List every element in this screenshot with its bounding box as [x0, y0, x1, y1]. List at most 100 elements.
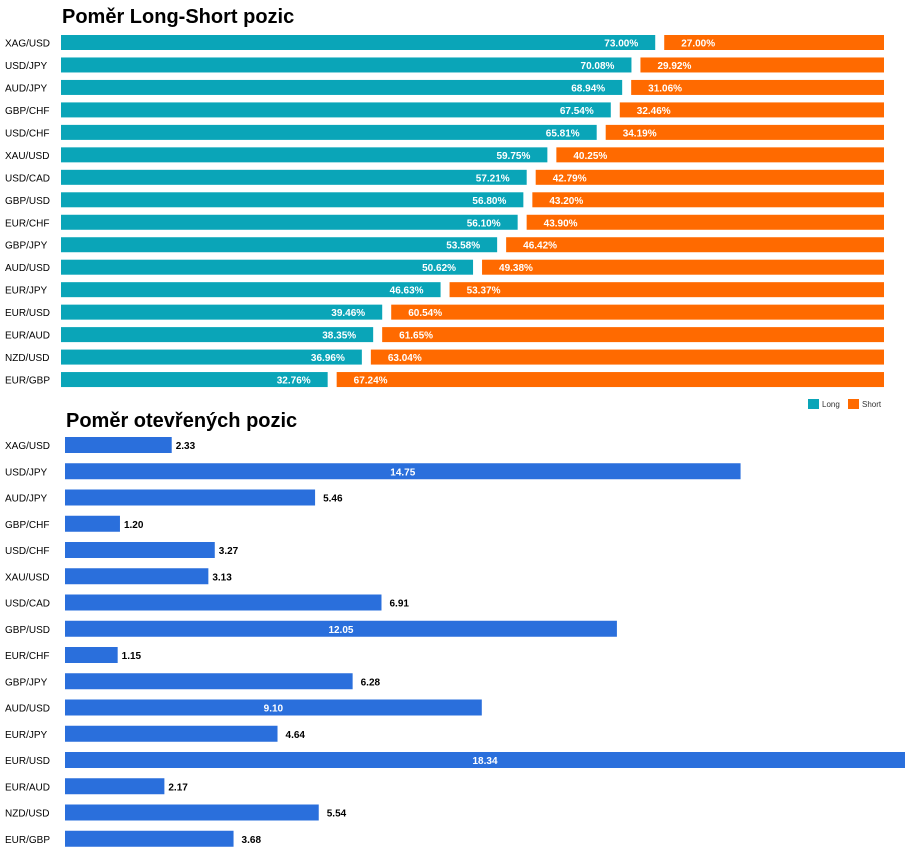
- category-label: XAU/USD: [5, 572, 49, 583]
- long-bar: [61, 304, 383, 320]
- category-label: USD/CAD: [5, 173, 50, 184]
- category-label: XAU/USD: [5, 151, 49, 162]
- open-position-bar: [65, 568, 209, 585]
- value-label: 12.05: [328, 625, 353, 636]
- long-value-label: 32.76%: [277, 376, 311, 387]
- category-label: AUD/USD: [5, 704, 50, 715]
- short-bar: [482, 259, 884, 275]
- long-value-label: 38.35%: [322, 331, 356, 342]
- short-bar: [336, 372, 885, 388]
- long-value-label: 53.58%: [446, 241, 480, 252]
- open-position-bar: [65, 778, 165, 795]
- value-label: 3.13: [212, 572, 232, 583]
- category-label: GBP/JPY: [5, 241, 48, 252]
- long-bar: [61, 169, 527, 185]
- long-value-label: 56.80%: [472, 196, 506, 207]
- open-position-bar: [65, 830, 234, 847]
- short-bar: [619, 102, 884, 118]
- category-label: EUR/AUD: [5, 782, 50, 793]
- value-label: 3.68: [242, 835, 262, 846]
- short-value-label: 53.37%: [467, 286, 501, 297]
- long-value-label: 39.46%: [331, 308, 365, 319]
- short-value-label: 67.24%: [354, 376, 388, 387]
- long-bar: [61, 327, 374, 343]
- open-position-bar: [65, 515, 120, 532]
- open-position-bar: [65, 594, 382, 611]
- long-bar: [61, 147, 548, 163]
- value-label: 3.27: [219, 546, 239, 557]
- category-label: AUD/USD: [5, 263, 50, 274]
- short-value-label: 60.54%: [408, 308, 442, 319]
- category-label: USD/JPY: [5, 467, 48, 478]
- category-label: EUR/USD: [5, 308, 50, 319]
- short-bar: [532, 192, 884, 208]
- short-value-label: 40.25%: [573, 151, 607, 162]
- long-bar: [61, 349, 362, 365]
- category-label: GBP/CHF: [5, 520, 49, 531]
- short-bar: [664, 35, 884, 50]
- value-label: 18.34: [472, 756, 497, 767]
- category-label: GBP/CHF: [5, 106, 49, 117]
- short-value-label: 43.90%: [544, 218, 578, 229]
- long-value-label: 46.63%: [390, 286, 424, 297]
- legend-short-swatch: [848, 399, 859, 409]
- long-bar: [61, 237, 498, 253]
- open-position-bar: [65, 463, 741, 480]
- category-label: AUD/JPY: [5, 83, 48, 94]
- open-position-bar: [65, 620, 617, 637]
- short-value-label: 43.20%: [549, 196, 583, 207]
- value-label: 5.46: [323, 494, 343, 505]
- short-bar: [391, 304, 884, 320]
- short-bar: [556, 147, 884, 163]
- category-label: GBP/USD: [5, 625, 50, 636]
- long-bar: [61, 259, 474, 275]
- short-bar: [506, 237, 884, 253]
- category-label: EUR/JPY: [5, 286, 48, 297]
- category-label: XAG/USD: [5, 39, 50, 50]
- value-label: 2.17: [168, 782, 188, 793]
- short-value-label: 34.19%: [623, 128, 657, 139]
- short-bar: [526, 214, 884, 230]
- open-position-bar: [65, 804, 319, 821]
- category-label: EUR/CHF: [5, 218, 49, 229]
- long-value-label: 36.96%: [311, 353, 345, 364]
- long-value-label: 59.75%: [496, 151, 530, 162]
- category-label: NZD/USD: [5, 353, 49, 364]
- value-label: 1.20: [124, 520, 144, 531]
- short-value-label: 61.65%: [399, 331, 433, 342]
- value-label: 4.64: [286, 730, 306, 741]
- long-bar: [61, 79, 623, 95]
- long-value-label: 73.00%: [604, 39, 638, 50]
- long-bar: [61, 282, 441, 298]
- open-position-bar: [65, 699, 482, 716]
- category-label: AUD/JPY: [5, 494, 48, 505]
- category-label: NZD/USD: [5, 809, 49, 820]
- category-label: USD/JPY: [5, 61, 48, 72]
- category-label: EUR/CHF: [5, 651, 49, 662]
- value-label: 5.54: [327, 809, 347, 820]
- category-label: USD/CAD: [5, 599, 50, 610]
- category-label: EUR/GBP: [5, 835, 50, 846]
- value-label: 1.15: [122, 651, 142, 662]
- long-bar: [61, 214, 518, 230]
- long-value-label: 65.81%: [546, 128, 580, 139]
- long-value-label: 68.94%: [571, 83, 605, 94]
- long-bar: [61, 372, 328, 388]
- legend-long-label: Long: [822, 400, 840, 409]
- value-label: 2.33: [176, 441, 196, 452]
- long-value-label: 67.54%: [560, 106, 594, 117]
- value-label: 6.91: [389, 599, 409, 610]
- long-value-label: 70.08%: [581, 61, 615, 72]
- category-label: GBP/JPY: [5, 677, 48, 688]
- legend-short-label: Short: [862, 400, 882, 409]
- long-bar: [61, 102, 611, 118]
- short-bar: [370, 349, 885, 365]
- open-interest-chart-title: Poměr otevřených pozic: [66, 410, 298, 432]
- category-label: EUR/JPY: [5, 730, 48, 741]
- short-value-label: 63.04%: [388, 353, 422, 364]
- short-bar: [535, 169, 884, 185]
- short-value-label: 31.06%: [648, 83, 682, 94]
- short-value-label: 46.42%: [523, 241, 557, 252]
- category-label: EUR/GBP: [5, 376, 50, 387]
